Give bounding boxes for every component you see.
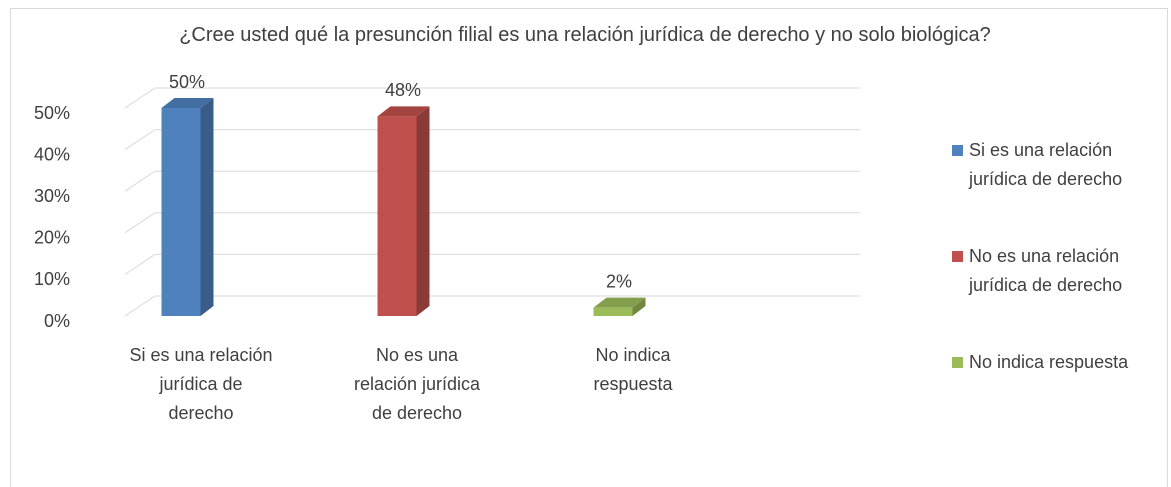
bar-side <box>632 297 646 316</box>
legend-swatch <box>952 145 963 156</box>
y-tick-label: 50% <box>34 103 70 123</box>
chart-frame <box>10 8 1168 487</box>
grid-line <box>124 295 860 317</box>
grid-line <box>124 129 860 151</box>
y-tick-label: 30% <box>34 186 70 206</box>
y-tick-label: 10% <box>34 269 70 289</box>
y-tick-label: 20% <box>34 228 70 248</box>
x-tick-label: Si es una relación jurídica de derecho <box>129 345 273 423</box>
bar <box>377 116 417 316</box>
legend-label: No es una relación jurídica de derecho <box>969 246 1123 295</box>
bar-side <box>200 98 214 316</box>
bar <box>593 307 633 316</box>
grid-line <box>124 212 860 234</box>
grid-line <box>124 170 860 192</box>
legend-swatch <box>952 357 963 368</box>
y-tick-label: 40% <box>34 144 70 164</box>
legend-swatch <box>952 251 963 262</box>
legend-entry: No indica respuesta <box>952 348 1152 377</box>
bar-top <box>593 297 646 308</box>
grid-line <box>124 253 860 275</box>
data-label: 48% <box>385 80 421 100</box>
bar-top <box>161 98 214 108</box>
legend-label: No indica respuesta <box>969 352 1129 372</box>
bar-top <box>377 106 430 117</box>
data-label: 2% <box>606 271 632 291</box>
x-tick-label: No indica respuesta <box>593 345 673 394</box>
legend-label: Si es una relación jurídica de derecho <box>969 140 1123 189</box>
bar <box>161 108 201 316</box>
bar-side <box>416 106 430 316</box>
data-label: 50% <box>169 72 205 92</box>
legend-entry: Si es una relación jurídica de derecho <box>952 136 1152 194</box>
grid-line <box>124 87 860 109</box>
x-tick-label: No es una relación jurídica de derecho <box>353 345 481 423</box>
legend-entry: No es una relación jurídica de derecho <box>952 242 1152 300</box>
chart-title: ¿Cree usted qué la presunción filial es … <box>179 24 991 46</box>
y-tick-label: 0% <box>44 311 70 331</box>
